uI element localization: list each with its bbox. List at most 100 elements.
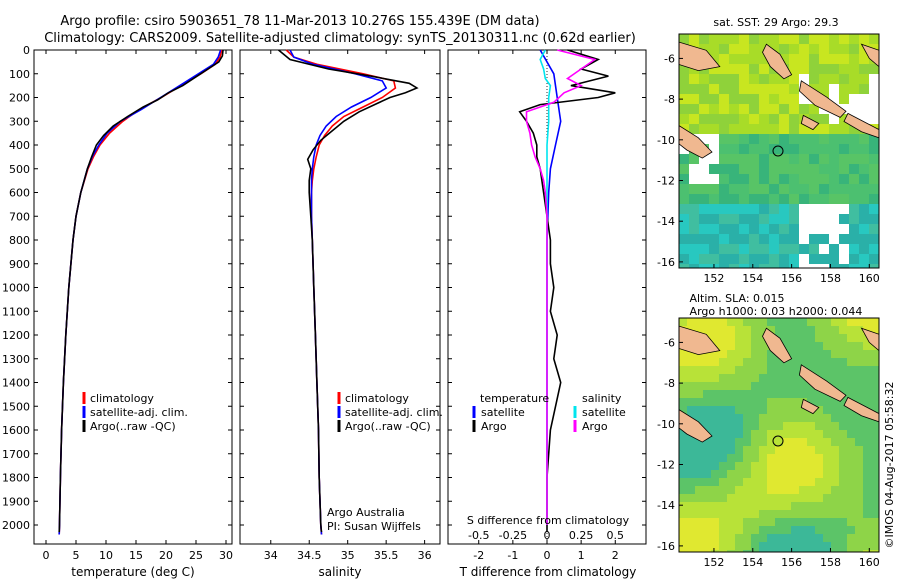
map-cell xyxy=(759,84,769,94)
map-cell xyxy=(783,406,791,414)
map-cell xyxy=(783,478,791,486)
map-cell xyxy=(729,254,739,264)
map-cell xyxy=(815,342,823,350)
salinity-diff-tick-label: -0.5 xyxy=(468,529,489,542)
map-cell xyxy=(807,502,815,510)
map-cell xyxy=(869,214,879,224)
map-cell xyxy=(727,334,735,342)
map-cell xyxy=(679,104,689,114)
map-cell xyxy=(869,194,879,204)
map-lon-label: 156 xyxy=(781,556,802,569)
map-cell xyxy=(799,390,807,398)
map-cell xyxy=(767,390,775,398)
sla-map-subtitle: Argo h1000: 0.03 h2000: 0.044 xyxy=(690,305,863,318)
map-cell xyxy=(823,542,831,550)
map-cell xyxy=(767,502,775,510)
map-cell xyxy=(799,342,807,350)
map-cell xyxy=(775,486,783,494)
map-cell xyxy=(839,326,847,334)
map-cell xyxy=(679,254,689,264)
map-cell xyxy=(775,374,783,382)
map-cell xyxy=(815,534,823,542)
map-cell xyxy=(679,382,687,390)
map-cell xyxy=(839,214,849,224)
map-cell xyxy=(767,454,775,462)
map-cell xyxy=(759,398,767,406)
map-cell xyxy=(739,84,749,94)
map-cell xyxy=(769,94,779,104)
map-cell xyxy=(727,486,735,494)
map-cell xyxy=(769,74,779,84)
depth-tick-label: 800 xyxy=(9,234,30,247)
map-cell xyxy=(791,350,799,358)
map-cell xyxy=(847,534,855,542)
map-cell xyxy=(815,478,823,486)
depth-tick-label: 600 xyxy=(9,187,30,200)
map-cell xyxy=(687,462,695,470)
map-cell xyxy=(869,254,879,264)
map-cell xyxy=(727,550,735,552)
map-cell xyxy=(783,342,791,350)
map-cell xyxy=(699,34,709,44)
map-cell xyxy=(729,114,739,124)
map-cell xyxy=(767,398,775,406)
map-cell xyxy=(775,478,783,486)
map-cell xyxy=(687,478,695,486)
map-cell xyxy=(759,104,769,114)
map-cell xyxy=(751,494,759,502)
map-cell xyxy=(759,64,769,74)
map-cell xyxy=(839,342,847,350)
map-cell xyxy=(823,430,831,438)
map-cell xyxy=(783,398,791,406)
map-cell xyxy=(735,398,743,406)
map-cell xyxy=(799,478,807,486)
map-cell xyxy=(727,382,735,390)
map-cell xyxy=(823,526,831,534)
map-cell xyxy=(679,264,689,268)
map-cell xyxy=(799,534,807,542)
map-cell xyxy=(699,204,709,214)
map-cell xyxy=(709,194,719,204)
map-cell xyxy=(767,406,775,414)
map-cell xyxy=(749,44,759,54)
x-tick-label: 10 xyxy=(99,549,113,562)
map-cell xyxy=(859,164,869,174)
map-cell xyxy=(699,214,709,224)
map-cell xyxy=(799,518,807,526)
map-cell xyxy=(779,134,789,144)
map-cell xyxy=(749,64,759,74)
map-cell xyxy=(789,44,799,54)
map-cell xyxy=(791,438,799,446)
x-tick-label: 1 xyxy=(578,549,585,562)
map-cell xyxy=(823,478,831,486)
map-cell xyxy=(689,74,699,84)
map-cell xyxy=(749,104,759,114)
map-cell xyxy=(751,422,759,430)
map-lat-label: -8 xyxy=(664,93,675,106)
figure-title-line2: Climatology: CARS2009. Satellite-adjuste… xyxy=(44,31,636,46)
map-cell xyxy=(769,134,779,144)
map-cell xyxy=(759,470,767,478)
map-cell xyxy=(719,264,729,268)
map-cell xyxy=(863,366,871,374)
map-cell xyxy=(735,318,743,326)
map-cell xyxy=(703,542,711,550)
x-tick-label: 20 xyxy=(159,549,173,562)
map-cell xyxy=(819,254,829,264)
map-cell xyxy=(679,234,689,244)
map-cell xyxy=(769,124,779,134)
map-island xyxy=(679,325,721,356)
map-cell xyxy=(679,462,687,470)
map-cell xyxy=(767,374,775,382)
map-cell xyxy=(863,358,871,366)
map-cell xyxy=(823,326,831,334)
map-cell xyxy=(689,84,699,94)
depth-tick-label: 900 xyxy=(9,258,30,271)
map-cell xyxy=(739,64,749,74)
map-cell xyxy=(789,34,799,44)
sla-map-ticks: 152 154 156 158 160 -6 -8 -10 -12 -14 -16 xyxy=(657,336,880,569)
temperature-legend-satellite: satellite-adj. clim. xyxy=(90,406,188,419)
map-cell xyxy=(791,470,799,478)
x-tick-label: 35.5 xyxy=(374,549,399,562)
map-cell xyxy=(863,390,871,398)
